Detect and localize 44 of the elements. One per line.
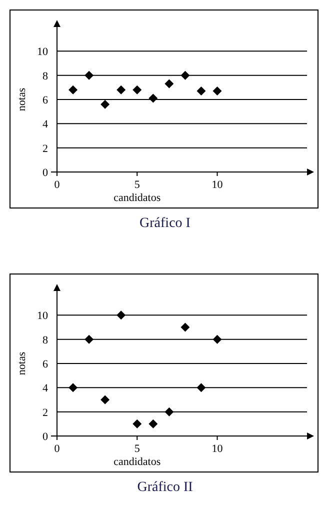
y-tick-label: 6 <box>42 358 48 370</box>
y-tick-label: 6 <box>42 94 48 106</box>
point <box>180 70 190 80</box>
point <box>68 383 78 392</box>
y-axis-title: notas <box>16 88 28 112</box>
point <box>116 310 126 320</box>
point <box>148 94 158 103</box>
y-tick-label: 8 <box>42 334 48 346</box>
point <box>164 407 174 416</box>
point <box>196 86 206 96</box>
point <box>100 100 110 109</box>
y-tick-label: 10 <box>37 310 48 322</box>
point <box>164 79 174 88</box>
x-tick-label: 5 <box>134 179 140 191</box>
x-axis-title: candidatos <box>114 192 161 204</box>
x-axis-title: candidatos <box>114 456 161 468</box>
x-tick-label: 10 <box>212 179 224 191</box>
point <box>84 70 94 80</box>
x-tick-label: 10 <box>212 443 224 455</box>
point <box>84 334 94 344</box>
point <box>116 85 126 94</box>
y-tick-label: 0 <box>42 431 48 443</box>
point <box>212 334 222 344</box>
x-tick-label: 5 <box>134 443 140 455</box>
point <box>212 86 222 96</box>
y-tick-label: 2 <box>42 142 48 155</box>
y-tick-label: 0 <box>42 167 48 179</box>
point <box>196 383 206 392</box>
text: Gráfico II <box>137 480 194 495</box>
text: Gráfico I <box>140 216 191 231</box>
x-tick-label: 0 <box>54 179 60 191</box>
point <box>68 85 78 94</box>
point <box>100 395 110 404</box>
y-tick-label: 10 <box>37 46 48 58</box>
y-tick-label: 4 <box>42 382 48 395</box>
y-tick-label: 2 <box>42 406 48 419</box>
y-tick-label: 4 <box>42 118 48 131</box>
point <box>180 322 190 332</box>
x-tick-label: 0 <box>54 443 60 455</box>
point <box>148 419 158 428</box>
y-axis-title: notas <box>16 352 28 376</box>
point <box>132 85 142 94</box>
y-tick-label: 8 <box>42 70 48 82</box>
point <box>132 419 142 428</box>
